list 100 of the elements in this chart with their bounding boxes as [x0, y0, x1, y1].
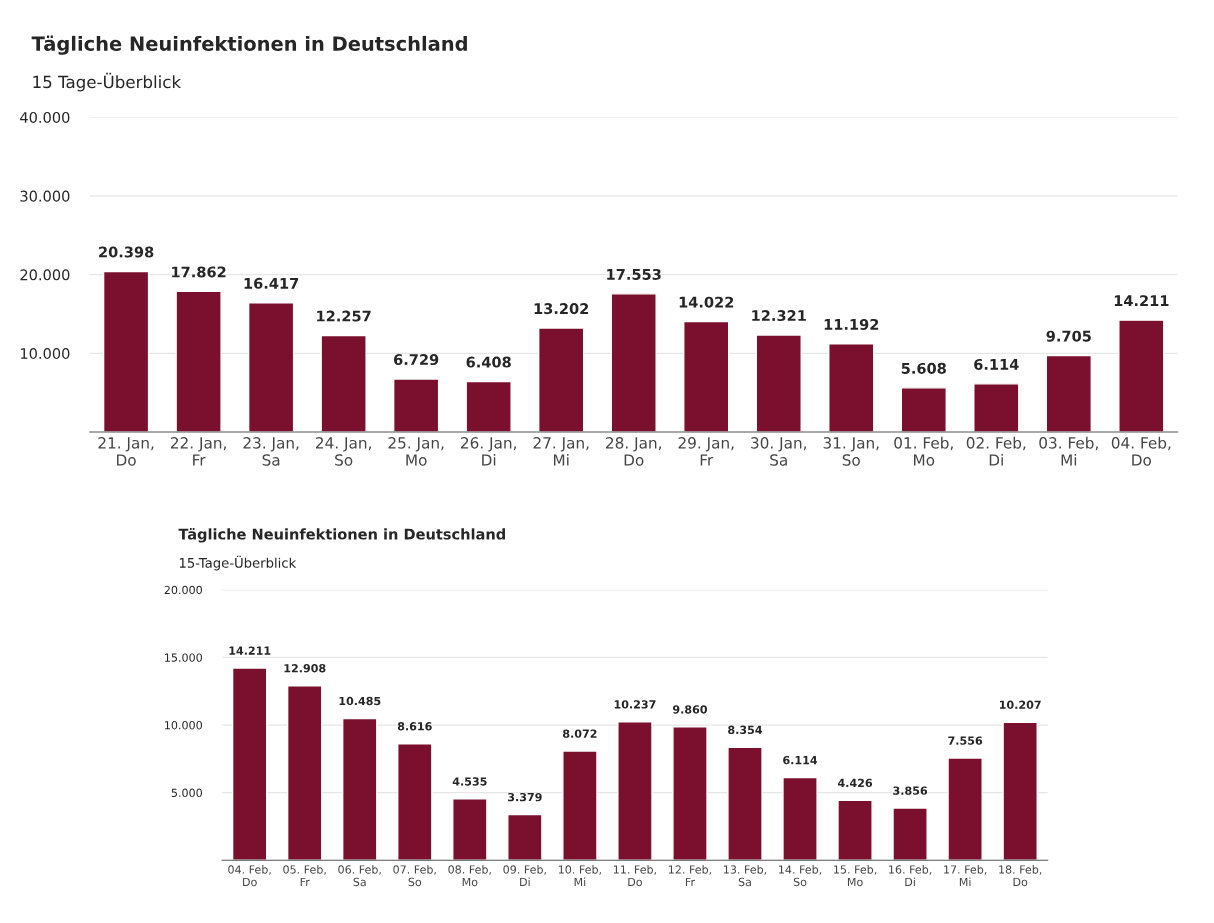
x-tick-label: 10. Feb, Mi [558, 865, 601, 886]
data-label: 10.237 [614, 700, 656, 709]
data-label: 3.856 [893, 786, 928, 795]
x-tick-label: 13. Feb, Sa [724, 865, 767, 887]
data-label: 7.556 [948, 736, 983, 745]
bar [672, 726, 708, 861]
bar [231, 667, 268, 861]
x-tick-label: 04. Feb, Do [1111, 436, 1171, 466]
data-label: 14.211 [1114, 295, 1169, 306]
x-tick-label: 27. Jan, Mi [533, 437, 589, 466]
chart-title: Tägliche Neuinfektionen in Deutschland [178, 528, 505, 543]
bar [1045, 354, 1092, 432]
bar [247, 302, 295, 432]
bar [397, 743, 433, 861]
data-label: 12.908 [284, 664, 326, 673]
bar [973, 383, 1020, 432]
data-label: 10.207 [999, 700, 1041, 709]
data-label: 9.705 [1046, 330, 1091, 342]
data-label: 13.202 [534, 303, 589, 315]
bar [286, 684, 323, 861]
y-tick-label: 30.000 [20, 190, 70, 202]
bar [562, 750, 598, 861]
x-tick-label: 31. Jan, So [823, 437, 879, 466]
data-label: 11.192 [824, 318, 879, 330]
x-tick-label: 07. Feb, So [393, 865, 436, 887]
bar [1002, 721, 1038, 861]
bar [683, 320, 730, 432]
bar [782, 776, 818, 861]
x-tick-label: 05. Feb, Fr [283, 865, 326, 886]
x-tick-label: 21. Jan, Do [98, 437, 154, 466]
x-tick-label: 02. Feb, Di [966, 436, 1026, 466]
bar [175, 290, 222, 432]
bar [392, 378, 440, 432]
x-tick-label: 06. Feb, Sa [338, 865, 381, 887]
bar [617, 721, 653, 861]
x-tick-label: 09. Feb, Di [503, 865, 546, 886]
data-label: 6.729 [394, 354, 439, 366]
data-label: 10.485 [339, 696, 381, 706]
bar [828, 343, 875, 432]
x-tick-label: 16. Feb, Di [889, 865, 932, 886]
x-tick-label: 12. Feb, Fr [668, 865, 712, 886]
x-tick-label: 23. Jan, Sa [243, 437, 299, 466]
data-label: 20.398 [99, 246, 154, 258]
data-label: 6.114 [974, 358, 1019, 370]
bar [1118, 319, 1165, 432]
chart-subtitle: 15 Tage-Überblick [33, 72, 182, 92]
data-label: 6.114 [783, 755, 818, 765]
x-tick-label: 24. Jan, So [315, 437, 371, 466]
data-label: 8.354 [728, 725, 763, 735]
data-label: 3.379 [508, 792, 542, 802]
y-tick-label: 15.000 [165, 653, 202, 662]
x-tick-label: 28. Jan, Do [606, 437, 661, 466]
data-label: 17.862 [172, 266, 226, 278]
data-label: 12.257 [317, 310, 371, 322]
bar [610, 293, 657, 432]
bar [102, 270, 150, 432]
data-label: 6.408 [466, 356, 511, 368]
x-tick-label: 29. Jan, Fr [678, 437, 734, 466]
data-label: 5.608 [901, 362, 946, 374]
x-tick-label: 25. Jan, Mo [388, 437, 444, 466]
y-tick-label: 10.000 [165, 720, 202, 730]
bar [341, 717, 378, 861]
y-tick-label: 40.000 [20, 111, 70, 123]
data-label: 16.417 [244, 277, 299, 289]
data-label: 8.616 [397, 722, 432, 731]
bar [465, 380, 512, 432]
chart-subtitle: 15-Tage-Überblick [179, 555, 297, 571]
y-tick-label: 10.000 [20, 348, 70, 360]
data-label: 14.211 [229, 646, 271, 655]
x-tick-label: 17. Feb, Mi [944, 865, 987, 886]
x-tick-label: 04. Feb, Do [228, 865, 271, 887]
y-tick-label: 20.000 [20, 269, 70, 281]
x-tick-label: 15. Feb, Mo [834, 865, 877, 887]
bar [320, 334, 367, 432]
x-tick-label: 03. Feb, Mi [1039, 436, 1098, 466]
x-tick-label: 01. Feb, Mo [894, 436, 953, 466]
x-tick-label: 26. Jan, Di [461, 437, 516, 466]
bar [900, 387, 947, 432]
bar [755, 334, 802, 432]
data-label: 9.860 [672, 705, 707, 714]
data-label: 4.535 [452, 777, 487, 786]
bar [892, 807, 928, 861]
data-label: 14.022 [679, 296, 734, 308]
y-tick-label: 5.000 [171, 788, 202, 798]
x-tick-label: 08. Feb, Mo [448, 865, 491, 887]
bar [947, 757, 983, 861]
data-label: 17.553 [607, 268, 661, 280]
bar [727, 746, 763, 861]
data-label: 12.321 [752, 310, 806, 322]
x-tick-label: 18. Feb, Do [999, 865, 1042, 887]
bar [837, 799, 873, 861]
bar [452, 798, 488, 861]
bar [507, 813, 543, 861]
x-tick-label: 11. Feb, Do [613, 865, 657, 887]
x-tick-label: 22. Jan, Fr [170, 437, 226, 466]
x-tick-label: 14. Feb, So [779, 865, 822, 887]
chart-title: Tägliche Neuinfektionen in Deutschland [31, 35, 467, 55]
y-tick-label: 20.000 [164, 585, 202, 595]
bar [538, 327, 585, 432]
data-label: 8.072 [562, 729, 597, 738]
